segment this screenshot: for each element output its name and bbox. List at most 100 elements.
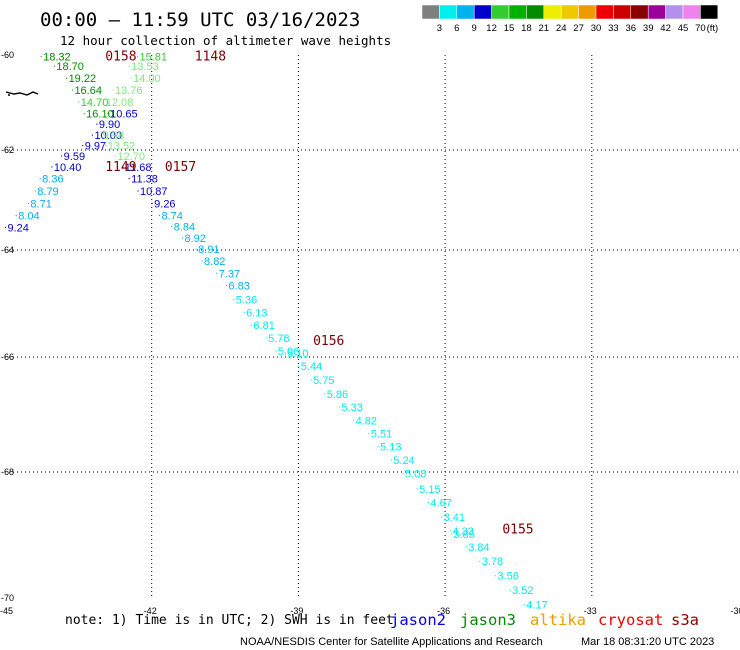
colorbar-swatch [630,4,649,20]
colorbar-label: 70 [695,23,706,34]
pass-time-label: 1148 [195,50,226,65]
swh-value: 8.91 [198,244,219,256]
swh-value: 18.70 [56,61,84,73]
pass-time-label: 0158 [105,50,136,65]
track-point [71,89,74,91]
colorbar-label: 42 [660,23,671,34]
colorbar-swatch [647,4,666,20]
swh-value: 10.87 [140,186,168,198]
y-tick-label: -68 [1,467,14,477]
track-point [91,134,94,136]
y-tick-label: -62 [1,145,14,155]
track-point [15,214,17,217]
colorbar-label: 30 [591,23,602,34]
track-point [158,214,161,217]
track-point [136,56,139,58]
swh-value: 12.08 [106,97,134,109]
track-point [523,604,525,606]
swh-value: 5.51 [371,429,392,441]
track-point [450,533,453,535]
swh-value: 13.76 [115,85,143,97]
track-point [298,365,300,367]
swh-value: 15.81 [139,52,167,64]
track-point [171,225,173,228]
swh-value: 5.44 [301,361,322,373]
x-tick-label: -42 [144,606,157,616]
colorbar-swatch [526,4,545,20]
colorbar-label: 33 [608,23,619,34]
swh-value: 8.36 [42,174,63,186]
track-point [390,459,392,461]
pass-time-label: 0157 [165,160,196,175]
swh-value: 3.84 [468,542,489,554]
colorbar-label: 9 [472,23,477,34]
satellite-legend: jason2 jason3 altika cryosat s3a [390,611,699,629]
footer-note: note: 1) Time is in UTC; 2) SWH is in fe… [65,613,394,628]
swh-value: 5.33 [341,402,362,414]
chart-title: 00:00 – 11:59 UTC 03/16/2023 [40,9,360,31]
swh-value: 8.71 [30,199,51,211]
swh-value: 6.81 [253,320,274,332]
track-point [449,530,452,532]
colorbar-label: 12 [486,23,497,34]
x-tick-label: -39 [290,606,303,616]
swh-value: 5.08 [405,469,426,481]
swh-value: 10.65 [110,109,138,121]
track-point [275,350,277,352]
pass-time-label: 0156 [313,334,344,349]
track-point [61,155,63,157]
track-point [51,166,53,168]
swh-value: 5.24 [393,455,414,467]
swh-value: 4.67 [430,498,451,510]
swh-value: 6.83 [228,281,249,293]
colorbar-swatch [421,4,440,20]
colorbar-label: 39 [643,23,654,34]
swh-value: 16.10 [86,109,114,121]
swh-value: 6.13 [246,307,267,319]
swh-value: 16.64 [74,85,102,97]
pass-time-label: 1149 [105,160,136,175]
track-point [465,546,467,548]
track-point [402,473,404,475]
lat-lon-grid [5,55,739,598]
swh-value: 8.92 [184,233,205,245]
swh-value: 4.17 [526,600,547,612]
colorbar-swatch [665,4,684,20]
track-point [377,446,379,448]
colorbar-label: 3 [437,23,442,34]
swh-value: 13.53 [131,61,159,73]
swh-value: 11.38 [131,174,158,186]
track-point [195,248,197,250]
colorbar-label: 6 [454,23,459,34]
colorbar-label: 36 [626,23,637,34]
track-point [34,190,36,192]
swh-labels: 18.3218.7019.2216.6414.7016.109.9010.009… [7,52,547,612]
y-tick-label: -70 [1,593,14,603]
track-point [53,65,55,67]
color-legend: 3 6 9 12 15 18 21 24 27 30 33 36 39 42 45 70 (ft) [421,4,719,34]
track-point [151,202,153,205]
swh-value: 8.74 [161,211,182,223]
track-point [225,284,228,287]
colorbar-swatch [682,4,701,20]
track-point [416,488,418,490]
colorbar-label: (ft) [707,23,719,34]
y-tick-label: -64 [1,245,14,255]
track-point [310,379,312,381]
colorbar-swatch [700,4,719,20]
swh-value: 3.85 [453,529,474,541]
pass-time-label: 0155 [502,523,533,538]
x-tick-label: -30 [731,606,740,616]
swh-value: 5.06 [278,346,299,358]
swh-value: 8.79 [37,186,58,198]
colorbar-swatch [578,4,597,20]
satellite-legend-entry: altika [530,611,586,629]
swh-value: 3.41 [444,512,465,524]
track-point [83,113,85,115]
swh-value: 3.52 [512,585,533,597]
island-dot [8,94,10,96]
swh-value: 10.00 [94,130,122,142]
track-point [103,101,105,103]
